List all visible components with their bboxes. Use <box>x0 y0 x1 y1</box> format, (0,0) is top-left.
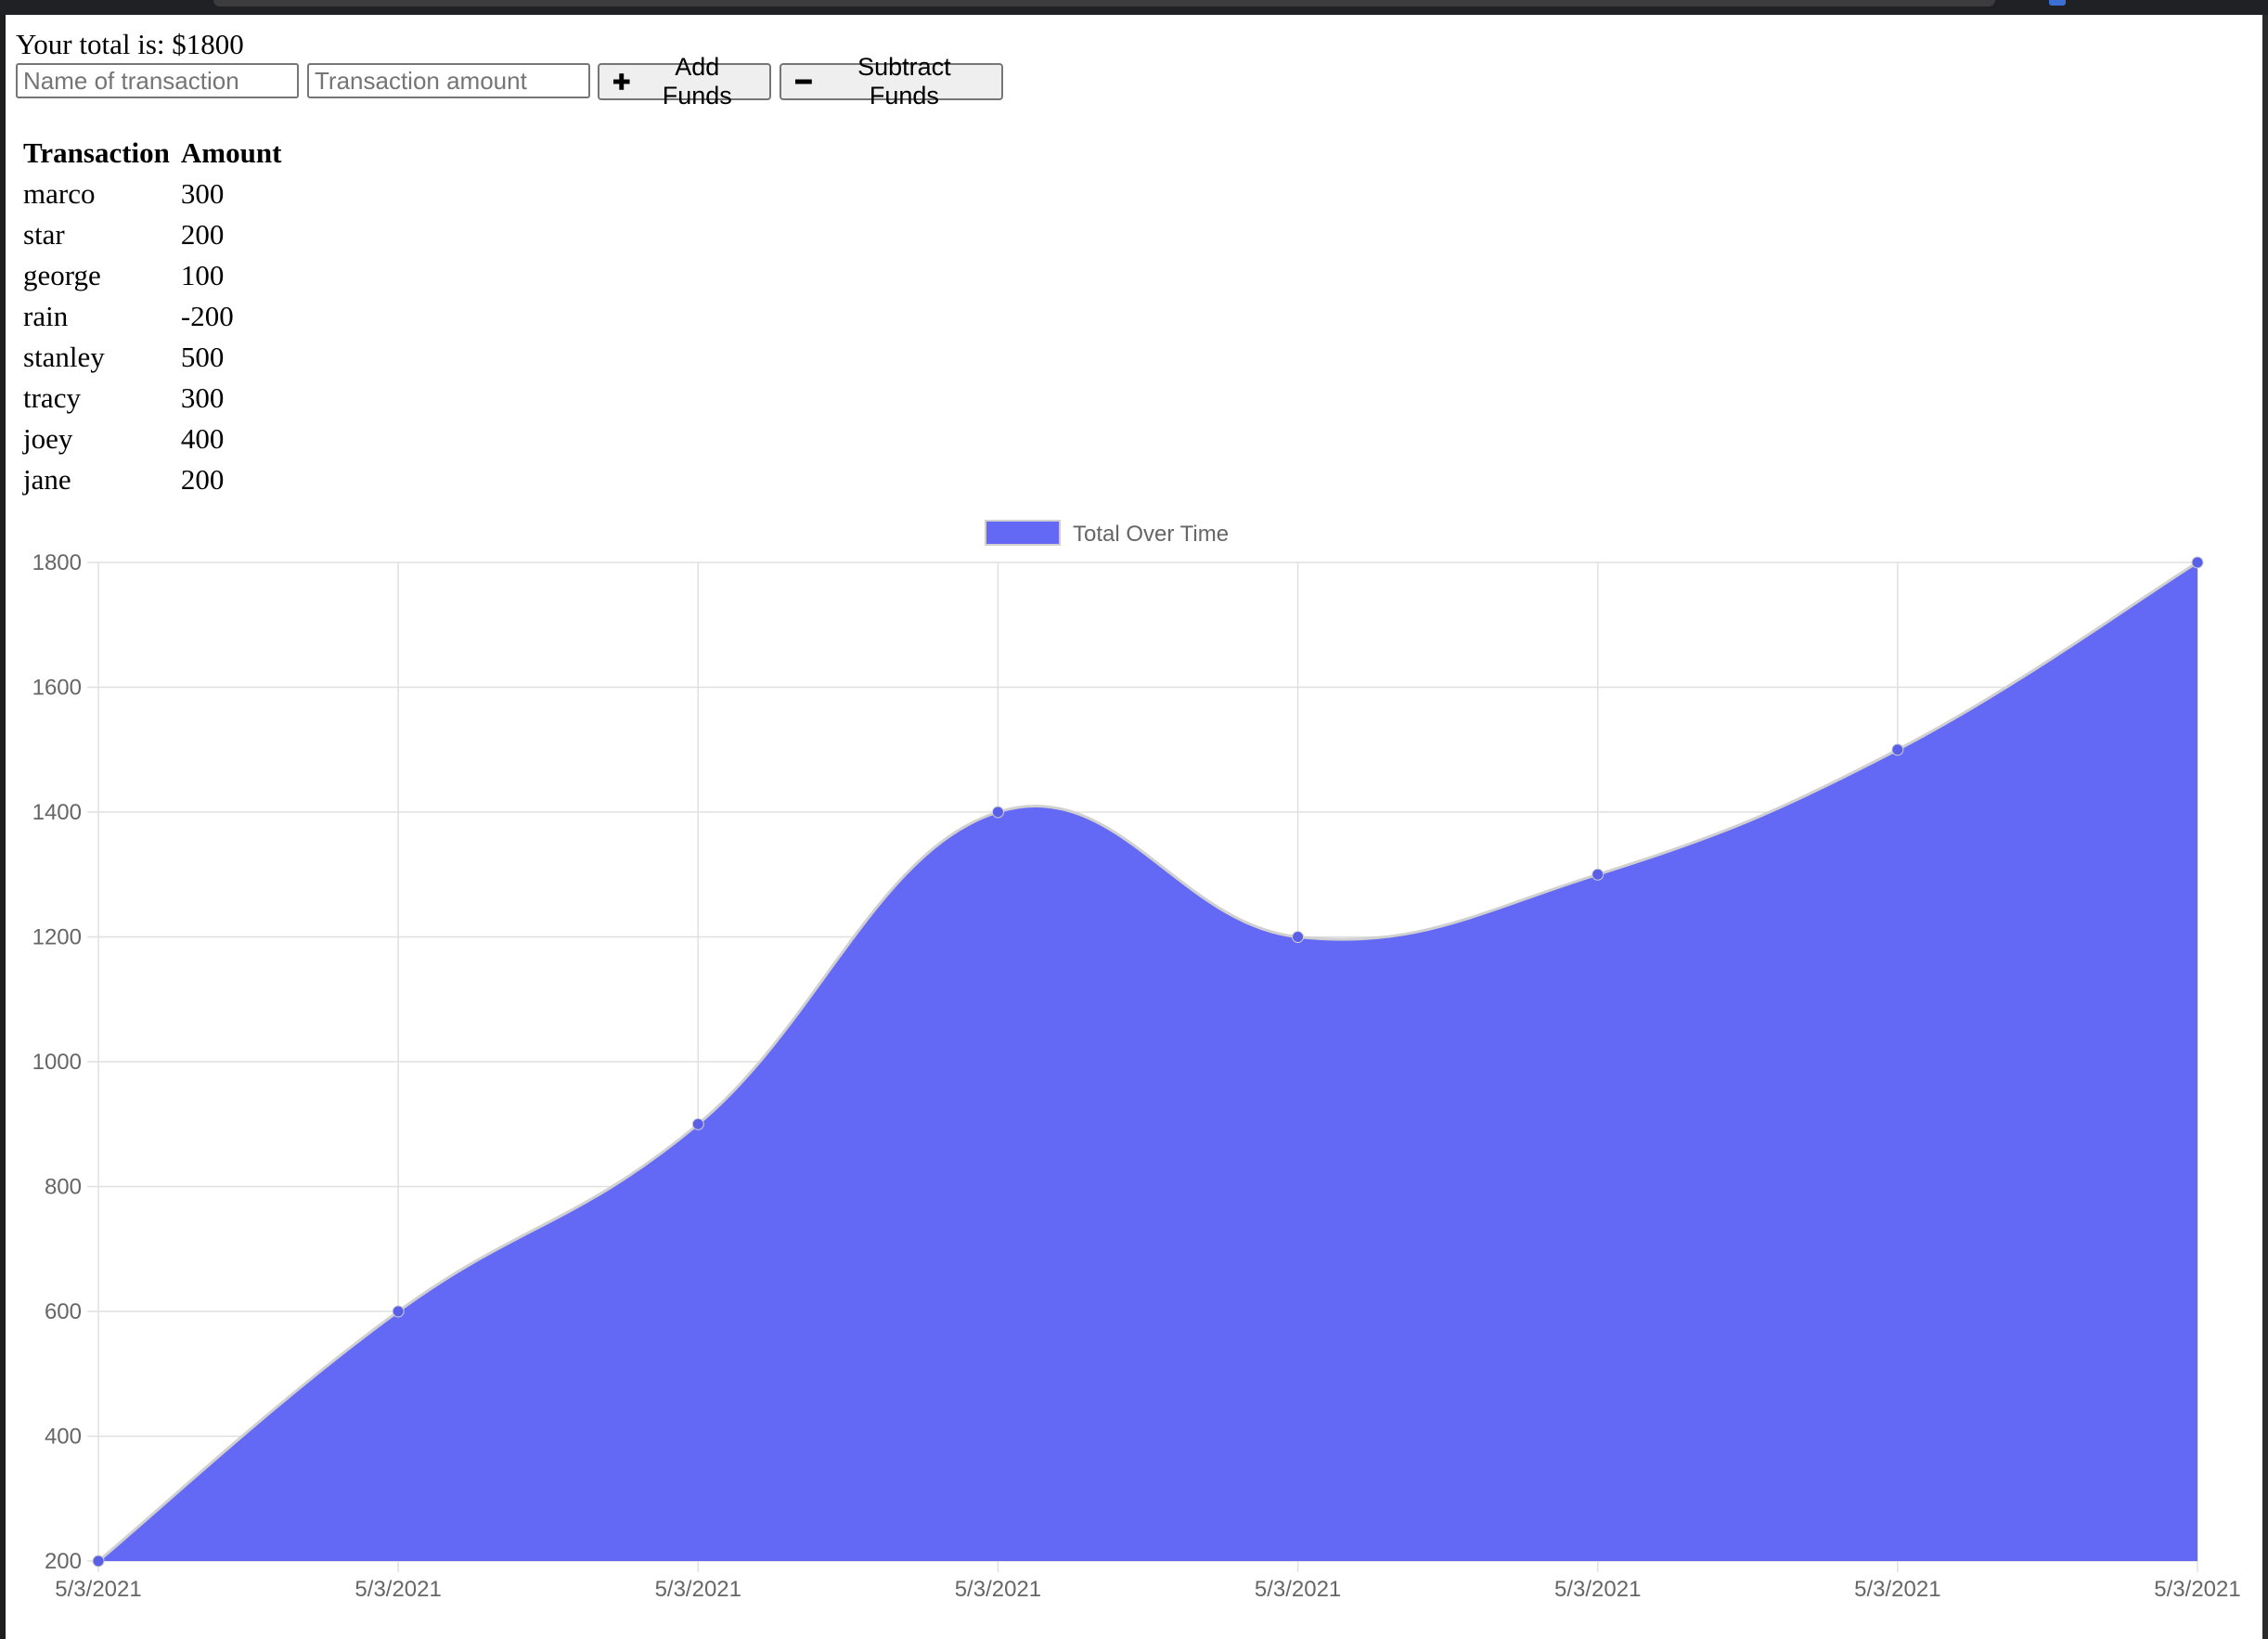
header-transaction: Transaction <box>23 136 170 169</box>
data-point[interactable] <box>691 1117 704 1130</box>
transaction-amount: 200 <box>180 463 225 496</box>
transaction-name: george <box>23 259 101 291</box>
y-tick-label: 200 <box>45 1549 82 1574</box>
x-tick-label: 5/3/2021 <box>1255 1577 1341 1602</box>
transaction-amount: 100 <box>180 259 225 291</box>
plus-icon <box>612 73 630 90</box>
chart-legend[interactable]: Total Over Time <box>985 520 1229 547</box>
transaction-amount-input[interactable] <box>307 63 590 98</box>
y-tick-label: 1000 <box>32 1050 82 1075</box>
browser-top-strip <box>0 0 2268 15</box>
transactions-table: Transaction Amount marco 300 star 200 geor… <box>20 133 290 500</box>
total-over-time-chart: 200 400 600 800 1000 1200 1400 1600 1800 5/3/202… <box>32 520 2241 1602</box>
transaction-amount: 300 <box>180 381 225 414</box>
table-row: george 100 <box>20 255 290 296</box>
x-tick-label: 5/3/2021 <box>955 1577 1041 1602</box>
transaction-name: tracy <box>23 381 81 414</box>
transaction-name-input[interactable] <box>16 63 299 98</box>
y-tick-label: 400 <box>45 1425 82 1450</box>
y-tick-label: 1200 <box>32 925 82 950</box>
series-area-fill <box>98 562 2197 1561</box>
table-row: star 200 <box>20 214 290 255</box>
table-row: joey 400 <box>20 419 290 459</box>
transaction-amount: 300 <box>180 177 225 210</box>
x-tick-label: 5/3/2021 <box>1854 1577 1940 1602</box>
data-point[interactable] <box>2191 556 2204 569</box>
extension-icon[interactable] <box>2049 0 2066 6</box>
y-tick-label: 1400 <box>32 800 82 825</box>
data-point[interactable] <box>1292 931 1305 943</box>
x-axis-ticks: 5/3/2021 5/3/2021 5/3/2021 5/3/2021 5/3/2021… <box>55 1577 2240 1602</box>
y-tick-label: 1800 <box>32 550 82 575</box>
x-tick-label: 5/3/2021 <box>2154 1577 2240 1602</box>
table-row: stanley 500 <box>20 337 290 378</box>
legend-label: Total Over Time <box>1073 522 1229 547</box>
x-tick-label: 5/3/2021 <box>655 1577 741 1602</box>
legend-swatch <box>985 520 1061 546</box>
data-point[interactable] <box>1591 868 1604 881</box>
y-axis-ticks: 200 400 600 800 1000 1200 1400 1600 1800 <box>32 550 82 1574</box>
table-header-row: Transaction Amount <box>20 133 290 174</box>
x-tick-label: 5/3/2021 <box>1554 1577 1641 1602</box>
add-funds-label: Add Funds <box>662 53 732 110</box>
x-tick-label: 5/3/2021 <box>354 1577 441 1602</box>
data-point[interactable] <box>991 806 1004 819</box>
transaction-amount: 200 <box>180 218 225 251</box>
y-tick-label: 1600 <box>32 676 82 701</box>
transaction-name: star <box>23 218 65 251</box>
series-points <box>92 556 2204 1568</box>
address-bar-edge <box>213 0 1995 6</box>
y-tick-label: 800 <box>45 1175 82 1200</box>
x-tick-label: 5/3/2021 <box>55 1577 141 1602</box>
transaction-amount: -200 <box>180 300 234 332</box>
window-edge <box>0 15 6 1639</box>
header-amount: Amount <box>180 136 282 169</box>
series-line <box>97 561 2198 1563</box>
subtract-funds-label: Subtract Funds <box>857 53 951 110</box>
subtract-funds-button[interactable]: Subtract Funds <box>780 53 1003 110</box>
transaction-name: rain <box>23 300 69 332</box>
data-point[interactable] <box>92 1555 105 1568</box>
transaction-amount: 400 <box>180 422 225 455</box>
table-row: jane 200 <box>20 459 290 500</box>
table-row: tracy 300 <box>20 378 290 419</box>
transaction-name: joey <box>23 422 73 455</box>
transaction-name: jane <box>23 463 71 496</box>
transaction-name: marco <box>23 177 96 210</box>
data-point[interactable] <box>1891 743 1904 756</box>
y-tick-label: 600 <box>45 1299 82 1324</box>
table-row: marco 300 <box>20 174 290 214</box>
add-funds-button[interactable]: Add Funds <box>598 53 771 110</box>
transaction-amount: 500 <box>180 341 225 373</box>
table-row: rain -200 <box>20 296 290 337</box>
total-display: Your total is: $1800 <box>16 28 244 60</box>
transaction-name: stanley <box>23 341 105 373</box>
data-point[interactable] <box>392 1305 405 1318</box>
minus-icon <box>794 79 812 84</box>
